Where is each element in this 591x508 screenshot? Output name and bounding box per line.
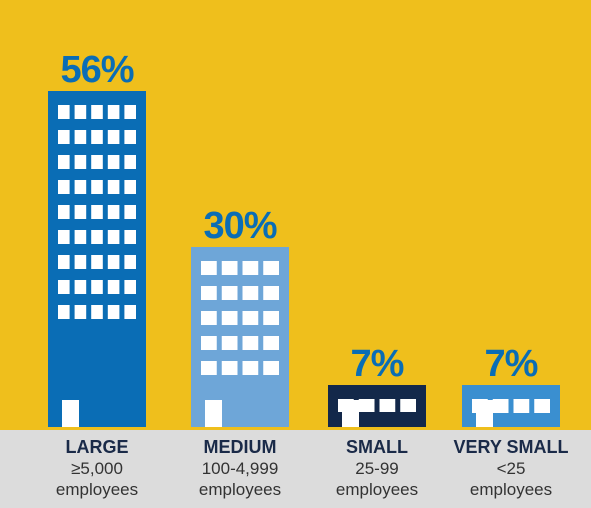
building-window	[379, 399, 396, 412]
value-label-large: 56%	[60, 49, 134, 91]
building-window	[242, 286, 259, 300]
building-window	[534, 399, 550, 413]
category-range: <25	[496, 459, 526, 478]
category-unit: employees	[469, 480, 553, 499]
category-name: SMALL	[346, 437, 408, 457]
building-window	[74, 205, 87, 219]
category-unit: employees	[335, 480, 419, 499]
building-window	[58, 105, 70, 119]
building-window	[58, 230, 70, 244]
building-window	[221, 286, 238, 300]
building-window	[91, 230, 103, 244]
building-window	[74, 305, 87, 319]
building-window	[492, 399, 509, 413]
building-window	[358, 399, 375, 412]
building-window	[58, 255, 70, 269]
building-window	[124, 255, 136, 269]
building-window	[107, 230, 120, 244]
building-window	[201, 311, 217, 325]
building-window	[513, 399, 530, 413]
building-window	[221, 336, 238, 350]
building-window	[124, 280, 136, 294]
building-window	[263, 336, 279, 350]
building-window	[74, 155, 87, 169]
category-name: LARGE	[65, 437, 129, 457]
category-label-small: SMALL 25-99 employees	[302, 436, 452, 500]
building-window	[107, 205, 120, 219]
building-window	[107, 155, 120, 169]
building-window	[201, 336, 217, 350]
category-range: 25-99	[355, 459, 399, 478]
building-window	[263, 286, 279, 300]
building-window	[58, 130, 70, 144]
building-window	[58, 205, 70, 219]
building-window	[400, 399, 416, 412]
building-window	[91, 305, 103, 319]
building-door	[205, 400, 222, 427]
category-unit: employees	[198, 480, 282, 499]
building-window	[221, 311, 238, 325]
category-name: MEDIUM	[203, 437, 277, 457]
building-window	[201, 286, 217, 300]
building-window	[74, 105, 87, 119]
category-name: VERY SMALL	[453, 437, 569, 457]
building-window	[58, 155, 70, 169]
building-window	[74, 230, 87, 244]
building-window	[91, 280, 103, 294]
building-window	[107, 180, 120, 194]
category-range: 100-4,999	[201, 459, 279, 478]
building-window	[263, 261, 279, 275]
building-window	[107, 305, 120, 319]
building-window	[124, 180, 136, 194]
building-window	[263, 361, 279, 375]
building-door	[62, 400, 79, 427]
building-door	[476, 400, 493, 427]
building-window	[242, 311, 259, 325]
building-window	[91, 105, 103, 119]
building-window	[74, 280, 87, 294]
building-window	[124, 230, 136, 244]
ground-band	[0, 430, 591, 508]
building-window	[107, 280, 120, 294]
category-range: ≥5,000	[71, 459, 123, 478]
building-window	[91, 155, 103, 169]
building-window	[91, 130, 103, 144]
building-window	[242, 336, 259, 350]
building-window	[91, 255, 103, 269]
building-window	[242, 261, 259, 275]
building-window	[58, 305, 70, 319]
building-window	[124, 105, 136, 119]
category-label-large: LARGE ≥5,000 employees	[22, 436, 172, 500]
building-window	[74, 255, 87, 269]
building-window	[124, 205, 136, 219]
value-label-very-small: 7%	[484, 343, 539, 385]
building-window	[107, 255, 120, 269]
category-label-very-small: VERY SMALL <25 employees	[436, 436, 586, 500]
building-window	[201, 261, 217, 275]
value-label-small: 7%	[350, 343, 405, 385]
building-window	[74, 180, 87, 194]
building-window	[221, 261, 238, 275]
category-label-medium: MEDIUM 100-4,999 employees	[165, 436, 315, 500]
building-window	[221, 361, 238, 375]
category-unit: employees	[55, 480, 139, 499]
building-window	[124, 305, 136, 319]
building-window	[242, 361, 259, 375]
building-window	[58, 180, 70, 194]
value-label-medium: 30%	[203, 205, 277, 247]
building-window	[58, 280, 70, 294]
building-window	[201, 361, 217, 375]
building-window	[124, 130, 136, 144]
building-window	[124, 155, 136, 169]
building-window	[107, 105, 120, 119]
building-window	[91, 180, 103, 194]
building-window	[263, 311, 279, 325]
building-window	[107, 130, 120, 144]
building-window	[74, 130, 87, 144]
building-window	[91, 205, 103, 219]
building-door	[342, 400, 359, 427]
